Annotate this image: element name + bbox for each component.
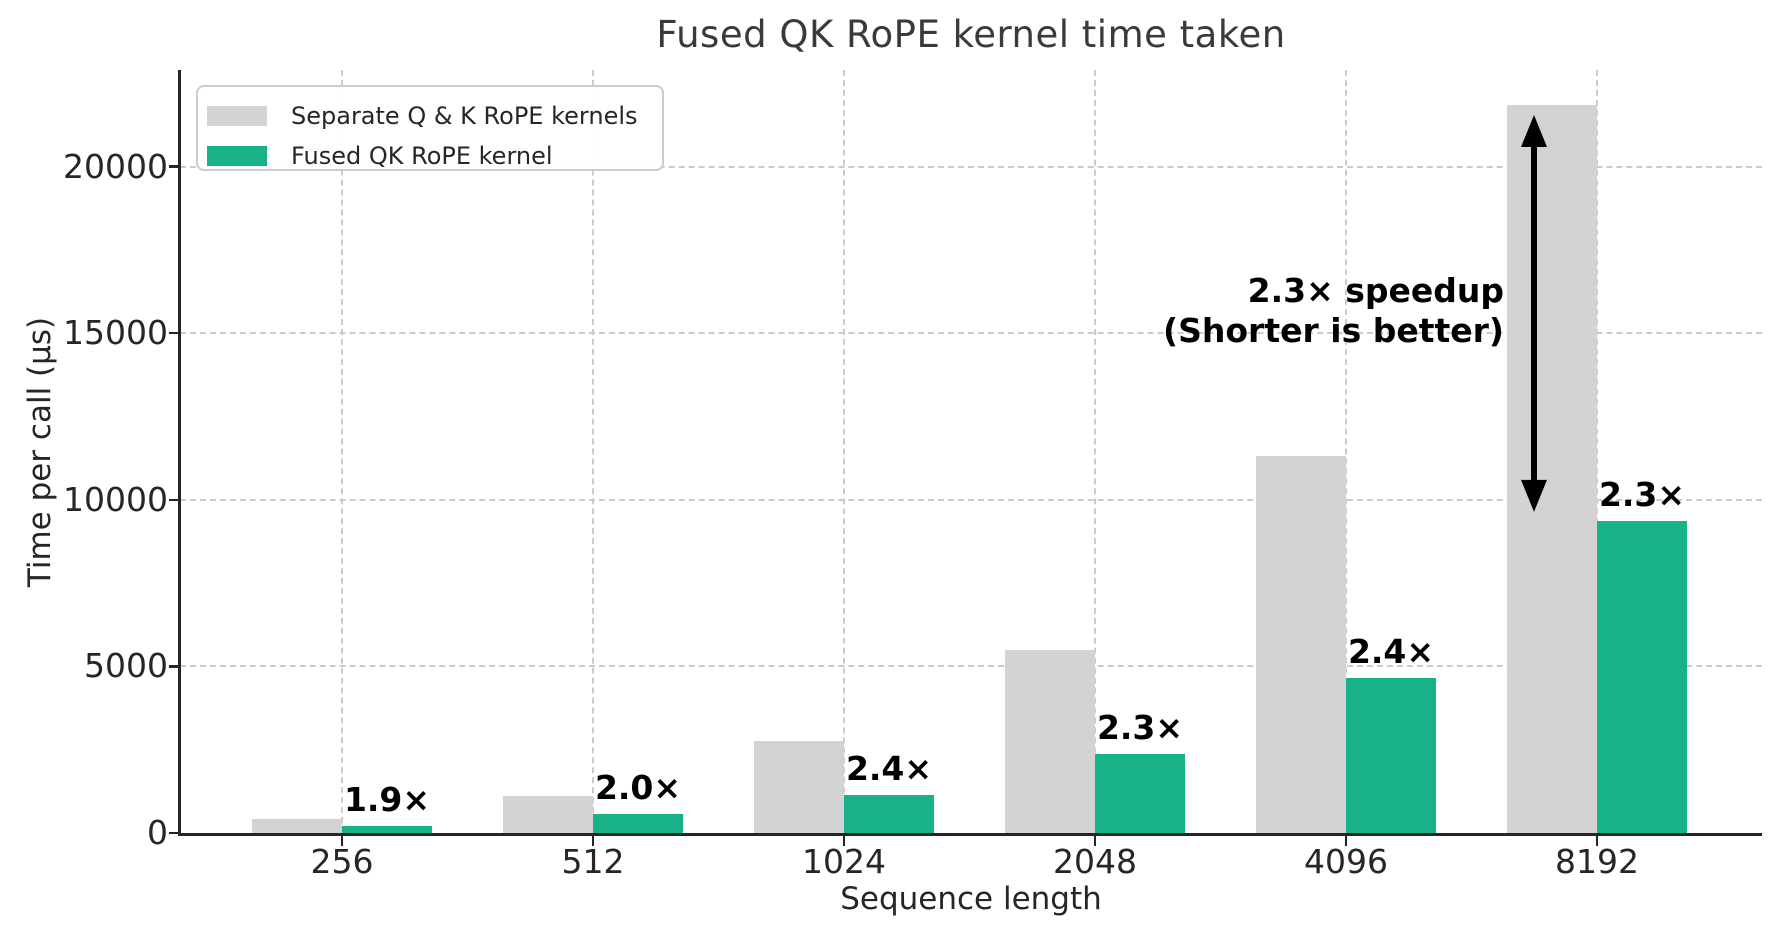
- speedup-label-256: 1.9×: [343, 779, 431, 819]
- x-tick-label-512: 512: [561, 842, 625, 881]
- x-tick-label-4096: 4096: [1304, 842, 1388, 881]
- y-tick-label-0: 0: [147, 813, 168, 852]
- y-tick-0: [169, 831, 180, 835]
- bar-fused-8192: [1597, 520, 1687, 833]
- x-axis-spine: [178, 833, 1762, 836]
- bar-fused-512: [593, 814, 683, 833]
- x-tick-256: [340, 836, 344, 846]
- speedup-label-512: 2.0×: [594, 768, 682, 808]
- x-tick-label-1024: 1024: [802, 842, 886, 881]
- y-tick-label-10000: 10000: [63, 479, 168, 519]
- bar-fused-1024: [844, 795, 934, 833]
- bar-fused-256: [342, 825, 432, 833]
- x-tick-label-2048: 2048: [1053, 842, 1137, 881]
- bar-separate-2048: [1005, 650, 1095, 833]
- x-tick-label-256: 256: [310, 842, 374, 881]
- speedup-arrow: [1521, 114, 1547, 512]
- legend-swatch-separate: [207, 106, 267, 126]
- gridline-v-2048: [1094, 70, 1096, 833]
- gridline-v-8192: [1596, 70, 1598, 833]
- gridline-v-512: [592, 70, 594, 833]
- y-tick-label-15000: 15000: [63, 313, 168, 353]
- x-tick-2048: [1093, 836, 1097, 846]
- x-tick-1024: [842, 836, 846, 846]
- y-tick-label-5000: 5000: [84, 646, 168, 686]
- legend-label-separate: Separate Q & K RoPE kernels: [291, 102, 638, 130]
- gridline-h-20000: [180, 165, 1762, 168]
- speedup-label-2048: 2.3×: [1096, 708, 1184, 748]
- bar-separate-512: [503, 795, 593, 833]
- gridline-h-5000: [180, 665, 1762, 668]
- legend-swatch-fused: [207, 146, 267, 166]
- bar-separate-8192: [1507, 104, 1597, 833]
- bar-separate-1024: [754, 741, 844, 833]
- x-tick-4096: [1344, 836, 1348, 846]
- speedup-annotation: 2.3× speedup (Shorter is better): [1163, 271, 1504, 351]
- gridline-h-10000: [180, 498, 1762, 501]
- legend-item-fused: Fused QK RoPE kernel: [207, 136, 662, 176]
- bar-fused-4096: [1346, 677, 1436, 833]
- y-axis-spine: [178, 70, 181, 836]
- gridline-v-4096: [1345, 70, 1347, 833]
- speedup-annotation-line1: 2.3× speedup: [1247, 271, 1504, 310]
- x-tick-8192: [1595, 836, 1599, 846]
- bar-fused-2048: [1095, 754, 1185, 833]
- speedup-label-4096: 2.4×: [1347, 631, 1435, 671]
- y-tick-5000: [169, 665, 180, 668]
- gridline-h-15000: [180, 332, 1762, 335]
- bar-separate-256: [252, 819, 342, 833]
- chart-title: Fused QK RoPE kernel time taken: [656, 13, 1286, 56]
- y-tick-15000: [169, 331, 180, 335]
- y-tick-20000: [169, 165, 180, 168]
- speedup-label-1024: 2.4×: [845, 749, 933, 789]
- speedup-annotation-line2: (Shorter is better): [1163, 311, 1504, 350]
- y-tick-10000: [169, 498, 180, 502]
- legend-label-fused: Fused QK RoPE kernel: [291, 142, 553, 170]
- gridline-v-256: [341, 70, 343, 833]
- speedup-label-8192: 2.3×: [1598, 474, 1686, 514]
- bar-separate-4096: [1256, 456, 1346, 833]
- y-tick-label-20000: 20000: [63, 146, 168, 186]
- legend: Separate Q & K RoPE kernels Fused QK RoP…: [196, 85, 664, 171]
- gridline-v-1024: [843, 70, 845, 833]
- legend-item-separate: Separate Q & K RoPE kernels: [207, 96, 662, 136]
- x-tick-512: [591, 836, 595, 846]
- x-axis-label: Sequence length: [840, 881, 1102, 917]
- x-tick-label-8192: 8192: [1555, 842, 1639, 881]
